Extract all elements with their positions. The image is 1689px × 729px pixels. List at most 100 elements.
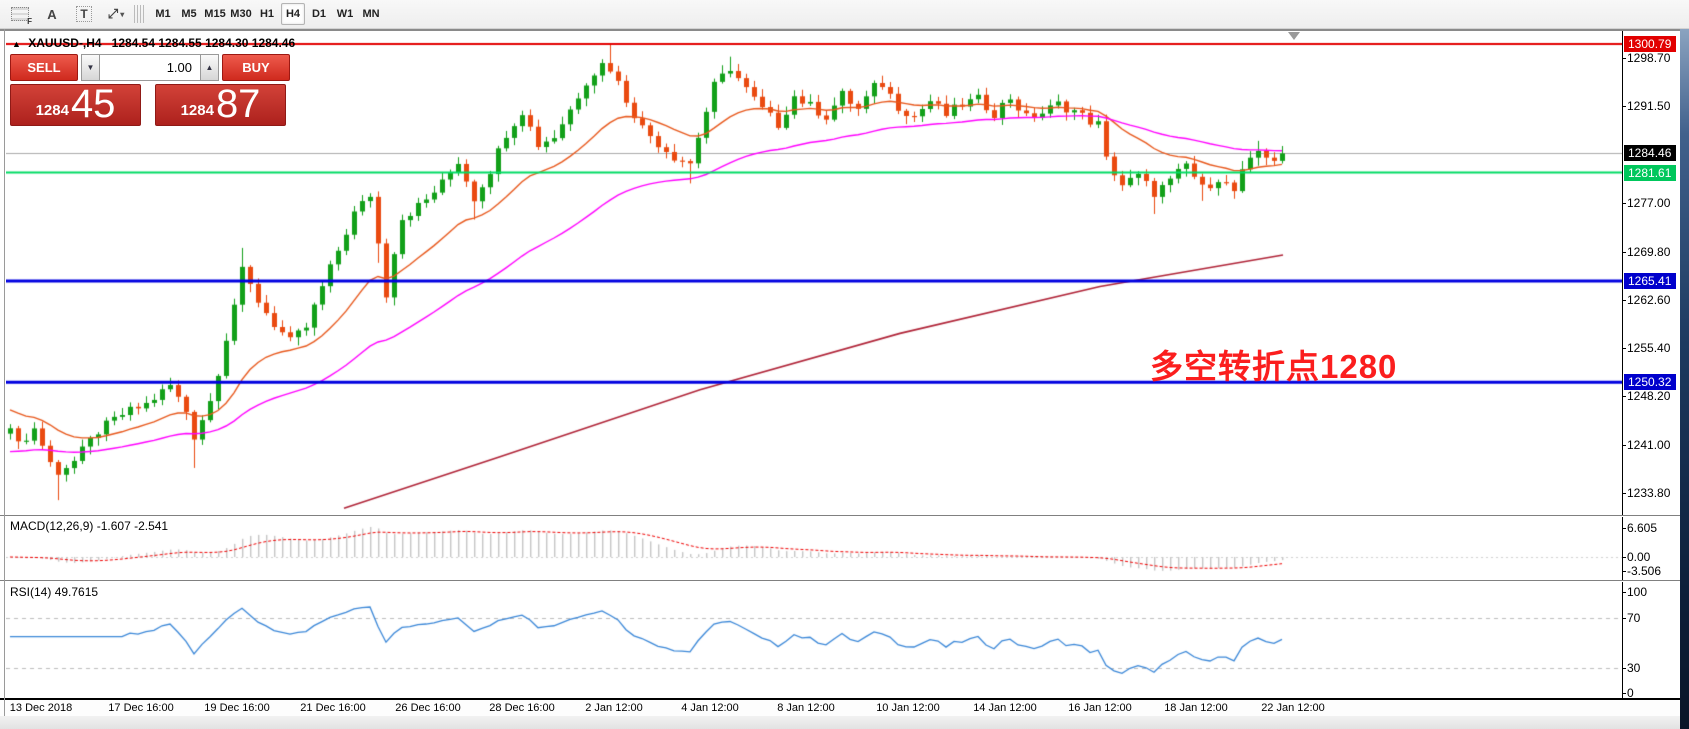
volume-increase-button[interactable]: ▲ xyxy=(200,54,219,81)
timeframe-button-H1[interactable]: H1 xyxy=(259,8,275,20)
time-axis-label: 2 Jan 12:00 xyxy=(585,702,643,714)
volume-decrease-button[interactable]: ▼ xyxy=(81,54,100,81)
price-axis-tickmark xyxy=(1622,493,1626,494)
window-bottom-edge xyxy=(0,716,1689,729)
sell-price-main: 1284 xyxy=(35,102,69,119)
one-click-trading-panel: SELL ▼ ▲ BUY 1284 45 1284 87 xyxy=(10,54,292,126)
time-axis-label: 17 Dec 16:00 xyxy=(108,702,174,714)
rsi-axis-tickmark xyxy=(1622,693,1626,694)
macd-axis-label: -3.506 xyxy=(1627,564,1662,578)
rsi-axis-label: 0 xyxy=(1627,686,1634,700)
rsi-axis-tickmark xyxy=(1622,668,1626,669)
timeframe-button-W1[interactable]: W1 xyxy=(336,8,354,20)
panel-separator[interactable] xyxy=(0,580,1680,581)
price-axis-tick-label: 1241.00 xyxy=(1627,437,1671,452)
time-axis-label: 18 Jan 12:00 xyxy=(1164,702,1228,714)
panel-separator-hl xyxy=(0,516,1680,517)
sell-button[interactable]: SELL xyxy=(10,54,78,81)
text-a-icon[interactable]: A xyxy=(47,6,57,22)
chart-shift-marker-icon[interactable] xyxy=(1288,32,1300,40)
buy-price-display[interactable]: 1284 87 xyxy=(155,84,286,126)
time-axis-label: 4 Jan 12:00 xyxy=(681,702,739,714)
macd-indicator-label: MACD(12,26,9) -1.607 -2.541 xyxy=(10,519,169,533)
time-axis-label: 19 Dec 16:00 xyxy=(204,702,270,714)
text-label-icon[interactable]: T xyxy=(71,3,97,25)
macd-axis-tickmark xyxy=(1622,557,1626,558)
macd-axis-label: 6.605 xyxy=(1627,521,1658,535)
symbols-grid-icon[interactable]: F xyxy=(7,3,33,26)
macd-axis-label: 0.00 xyxy=(1627,550,1651,564)
price-axis-line xyxy=(1622,31,1623,700)
timeframe-button-MN[interactable]: MN xyxy=(362,8,380,20)
price-axis-tick-label: 1255.40 xyxy=(1627,341,1671,356)
price-axis-tick-label: 1233.80 xyxy=(1627,485,1671,500)
chart-top-border xyxy=(0,29,1680,31)
rsi-axis-label: 30 xyxy=(1627,661,1641,675)
price-axis-tickmark xyxy=(1622,348,1626,349)
timeframe-button-H4[interactable]: H4 xyxy=(281,3,305,25)
price-axis-tickmark xyxy=(1622,203,1626,204)
rsi-axis-tickmark xyxy=(1622,618,1626,619)
sell-price-display[interactable]: 1284 45 xyxy=(10,84,141,126)
timeframe-button-group: M1 M5 M15 M30 H1 H4 D1 W1 MN xyxy=(150,3,384,25)
price-level-badge: 1300.79 xyxy=(1624,35,1676,52)
time-axis-label: 28 Dec 16:00 xyxy=(489,702,555,714)
timeframe-button-D1[interactable]: D1 xyxy=(311,8,327,20)
chart-symbol-period: XAUUSD-,H4 xyxy=(28,36,102,50)
price-axis[interactable] xyxy=(1623,31,1680,700)
price-axis-tick-label: 1262.60 xyxy=(1627,292,1671,307)
timeframe-button-M15[interactable]: M15 xyxy=(204,8,226,20)
chart-title: ▲ XAUUSD-,H4 1284.54 1284.55 1284.30 128… xyxy=(12,36,295,50)
chart-annotation-text: 多空转折点1280 xyxy=(1150,348,1398,385)
chart-left-border xyxy=(4,29,5,716)
price-chart-canvas[interactable] xyxy=(6,29,1622,698)
price-axis-tick-label: 1277.00 xyxy=(1627,196,1671,211)
price-axis-tick-label: 1298.70 xyxy=(1627,51,1671,65)
price-axis-tick-label: 1269.80 xyxy=(1627,244,1671,259)
arrows-tool-icon[interactable]: ⤢ ▾ xyxy=(107,6,125,21)
collapse-panel-icon[interactable]: ▲ xyxy=(12,39,21,49)
price-axis-tickmark xyxy=(1622,106,1626,107)
price-level-badge: 1265.41 xyxy=(1624,273,1676,290)
buy-price-main: 1284 xyxy=(180,102,214,119)
time-axis-line xyxy=(0,698,1680,700)
time-axis-label: 21 Dec 16:00 xyxy=(300,702,366,714)
time-axis-label: 8 Jan 12:00 xyxy=(777,702,835,714)
timeframe-button-M30[interactable]: M30 xyxy=(230,8,252,20)
rsi-axis-label: 100 xyxy=(1627,585,1648,599)
volume-input[interactable] xyxy=(100,54,200,81)
price-level-badge: 1281.61 xyxy=(1624,164,1676,181)
price-axis-tickmark xyxy=(1622,300,1626,301)
price-level-badge: 1284.46 xyxy=(1624,145,1676,162)
timeframe-button-M1[interactable]: M1 xyxy=(155,8,171,20)
price-axis-tickmark xyxy=(1622,58,1626,59)
price-axis-tickmark xyxy=(1622,252,1626,253)
toolbar: F A T ⤢ ▾ M1 M5 M15 M30 H1 H4 D1 W1 MN xyxy=(0,0,1689,29)
panel-separator[interactable] xyxy=(0,515,1680,516)
time-axis[interactable] xyxy=(0,700,1680,716)
time-axis-label: 16 Jan 12:00 xyxy=(1068,702,1132,714)
timeframe-button-M5[interactable]: M5 xyxy=(181,8,197,20)
time-axis-label: 22 Jan 12:00 xyxy=(1261,702,1325,714)
time-axis-label: 10 Jan 12:00 xyxy=(876,702,940,714)
price-axis-tick-label: 1291.50 xyxy=(1627,99,1671,114)
rsi-indicator-label: RSI(14) 49.7615 xyxy=(10,585,99,599)
workspace-background-strip xyxy=(1680,29,1689,729)
macd-axis-tickmark xyxy=(1622,528,1626,529)
price-axis-tickmark xyxy=(1622,445,1626,446)
time-axis-label: 26 Dec 16:00 xyxy=(395,702,461,714)
rsi-axis-label: 70 xyxy=(1627,611,1641,625)
price-axis-tickmark xyxy=(1622,396,1626,397)
time-axis-label: 13 Dec 2018 xyxy=(9,702,73,714)
price-level-badge: 1250.32 xyxy=(1624,374,1676,391)
time-axis-label: 14 Jan 12:00 xyxy=(973,702,1037,714)
price-axis-tick-label: 1248.20 xyxy=(1627,389,1671,404)
chevron-down-icon: ▾ xyxy=(120,9,125,19)
macd-axis-tickmark xyxy=(1622,571,1626,572)
buy-price-pips: 87 xyxy=(215,82,261,126)
sell-price-pips: 45 xyxy=(70,82,116,126)
rsi-axis-tickmark xyxy=(1622,592,1626,593)
toolbar-grip xyxy=(134,5,144,23)
buy-button[interactable]: BUY xyxy=(222,54,290,81)
